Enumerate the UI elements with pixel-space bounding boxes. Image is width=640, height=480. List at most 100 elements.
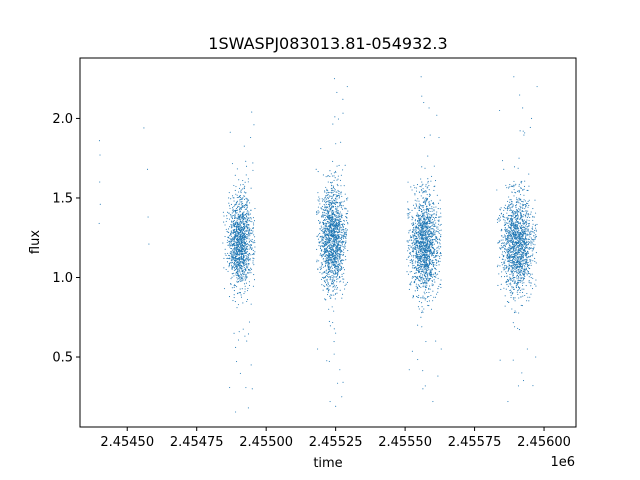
data-point (419, 237, 421, 239)
data-point (334, 226, 336, 228)
data-point (509, 199, 511, 201)
data-point (339, 257, 341, 259)
data-point (338, 258, 340, 260)
data-point (422, 197, 424, 199)
data-point (517, 269, 519, 271)
data-point (427, 256, 430, 258)
data-point (327, 201, 329, 203)
data-point (244, 223, 246, 225)
data-point (425, 216, 428, 219)
data-point (425, 222, 427, 224)
data-point (521, 259, 523, 261)
data-point (234, 230, 236, 232)
data-point (253, 254, 255, 256)
data-point (426, 264, 428, 266)
data-point (254, 242, 256, 244)
data-point (331, 206, 333, 208)
data-point (519, 232, 521, 234)
data-point (418, 258, 420, 260)
data-point (412, 234, 414, 236)
data-point (322, 223, 324, 225)
data-point (418, 221, 420, 223)
data-point (422, 207, 424, 209)
data-point (246, 290, 249, 292)
data-point (431, 283, 433, 285)
data-point (329, 192, 331, 194)
data-point (243, 237, 246, 239)
data-point (235, 271, 238, 273)
data-point (336, 241, 338, 243)
data-point (325, 224, 327, 226)
data-point (412, 256, 414, 258)
data-point (240, 184, 242, 186)
data-point (240, 245, 242, 247)
data-point (244, 244, 247, 246)
data-point (240, 231, 242, 233)
data-point (334, 220, 336, 222)
data-point (420, 257, 422, 260)
data-point (425, 185, 427, 187)
data-point (528, 204, 530, 207)
data-point (250, 244, 252, 246)
data-point (340, 259, 342, 261)
data-point (429, 242, 431, 244)
data-point (253, 279, 256, 281)
data-point (333, 179, 335, 181)
data-point (241, 220, 243, 223)
data-point (238, 191, 240, 193)
data-point (339, 281, 341, 283)
data-point (332, 246, 334, 248)
data-point (433, 213, 435, 215)
data-point (327, 234, 329, 236)
data-point (522, 205, 524, 207)
data-point (248, 244, 250, 246)
data-point (427, 245, 429, 247)
data-point (334, 241, 336, 243)
data-point (326, 256, 328, 258)
data-point (339, 202, 341, 204)
data-point (421, 282, 424, 284)
data-point (421, 278, 423, 280)
data-point (252, 227, 254, 229)
data-point (231, 212, 233, 214)
data-point (344, 193, 346, 195)
data-point (250, 232, 252, 234)
data-point (243, 191, 246, 193)
data-point (416, 223, 418, 225)
data-point (338, 269, 340, 271)
data-point (516, 238, 518, 240)
data-point (435, 274, 437, 276)
data-point (317, 234, 320, 236)
data-point (319, 241, 321, 243)
data-point (317, 268, 319, 270)
data-point (330, 277, 332, 279)
data-point (334, 116, 336, 118)
data-point (333, 275, 335, 277)
data-point (332, 186, 335, 189)
data-point (343, 278, 345, 280)
data-point (328, 204, 330, 206)
data-point (430, 228, 432, 230)
data-point (323, 204, 325, 206)
data-point (517, 228, 519, 230)
data-point (334, 270, 336, 272)
data-point (241, 251, 243, 253)
data-point (511, 259, 513, 262)
data-point (429, 214, 431, 216)
data-point (249, 247, 252, 249)
data-point (514, 282, 516, 284)
data-point (253, 253, 255, 255)
data-point (515, 235, 517, 237)
data-point (338, 213, 340, 215)
data-point (332, 160, 334, 162)
data-point (323, 207, 325, 209)
data-point (427, 275, 429, 277)
data-point (512, 210, 514, 212)
data-point (239, 263, 241, 265)
data-point (343, 269, 346, 271)
data-point (239, 247, 241, 249)
data-point (524, 222, 526, 224)
data-point (512, 267, 514, 269)
data-point (323, 285, 325, 287)
data-point (240, 235, 242, 237)
